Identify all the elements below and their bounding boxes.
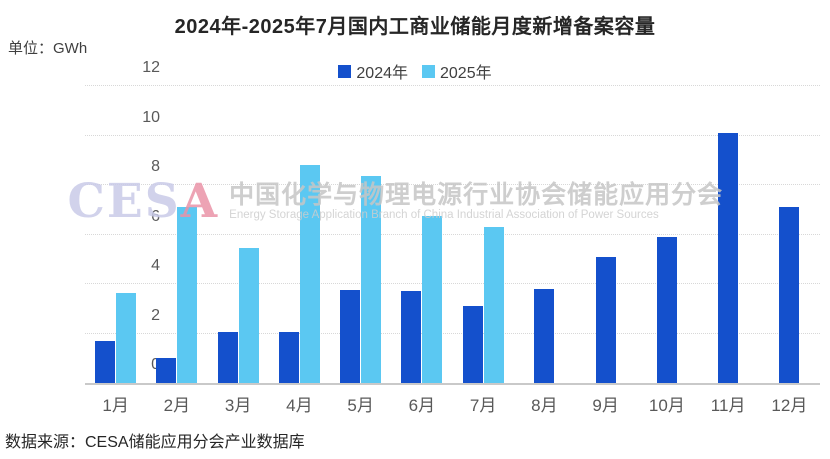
- bar-group-11月: [698, 86, 759, 383]
- bar-2025年-6月: [422, 215, 443, 383]
- legend-item-2024: 2024年: [338, 59, 408, 83]
- bar-2025年-5月: [361, 176, 382, 383]
- x-axis-label-3月: 3月: [224, 396, 252, 415]
- bar-2024年-7月: [462, 306, 483, 383]
- plot-area: 0 2 4 6 8 10 12: [85, 59, 820, 385]
- x-axis-label-12月: 12月: [771, 396, 808, 415]
- x-axis-label-6月: 6月: [408, 396, 436, 415]
- x-axis-label-11月: 11月: [710, 396, 746, 415]
- bar-group-5月: [330, 86, 391, 383]
- bar-2025年-3月: [238, 248, 259, 383]
- x-axis-label-8月: 8月: [531, 396, 558, 415]
- x-axis-label-9月: 9月: [592, 396, 619, 415]
- bar-2024年-2月: [156, 358, 177, 383]
- bar-2025年-4月: [299, 165, 320, 383]
- bar-2024年-6月: [401, 291, 422, 383]
- gridline-y6: [85, 233, 820, 235]
- y-axis-label-4: 4: [151, 257, 160, 274]
- legend: 2024年 2025年: [0, 59, 830, 83]
- y-axis-label-8: 8: [151, 158, 160, 175]
- x-axis-label-7月: 7月: [469, 396, 497, 415]
- legend-swatch-2024: [338, 64, 352, 78]
- y-axis-label-12: 12: [142, 59, 160, 76]
- source-text: 数据来源：CESA储能应用分会产业数据库: [5, 434, 305, 451]
- bar-group-6月: [391, 86, 452, 383]
- x-axis-label-5月: 5月: [347, 396, 374, 415]
- gridline-y12: [85, 85, 820, 86]
- legend-item-2025: 2025年: [422, 59, 492, 83]
- bar-groups: [85, 86, 820, 383]
- x-axis-label-1月: 1月: [102, 396, 129, 415]
- y-axis-label-6: 6: [151, 207, 160, 225]
- y-axis-label-0: 0: [85, 356, 160, 374]
- bar-2024年-5月: [340, 290, 361, 383]
- bar-2024年-3月: [217, 332, 238, 383]
- bar-2025年-7月: [483, 227, 504, 383]
- bar-group-2月: [146, 86, 207, 383]
- bar-group-7月: [453, 86, 514, 383]
- bar-group-8月: [514, 86, 575, 383]
- x-axis-label-10月: 10月: [648, 396, 685, 415]
- bar-2024年-12月: [779, 207, 800, 383]
- x-axis-label-4月: 4月: [286, 396, 313, 415]
- bar-2024年-10月: [656, 236, 677, 383]
- gridline-y8: [85, 184, 820, 185]
- gridline-y10: [85, 134, 820, 136]
- y-axis-label-2: 2: [151, 306, 160, 324]
- bar-2024年-11月: [718, 133, 739, 383]
- gridline-y4: [85, 283, 820, 284]
- gridline-y2: [85, 332, 820, 334]
- x-axis-label-2月: 2月: [163, 396, 191, 415]
- chart-title: 2024年-2025年7月国内工商业储能月度新增备案容量: [174, 16, 656, 38]
- unit-label: 单位：GWh: [8, 40, 88, 57]
- bar-group-1月: [85, 86, 146, 383]
- legend-label-2024: 2024年: [356, 65, 408, 82]
- bar-2024年-9月: [595, 256, 616, 383]
- bar-group-4月: [269, 86, 330, 383]
- bar-group-10月: [636, 86, 697, 383]
- x-axis-labels: 1月 2月 3月 4月 5月 6月 7月 8月 9月 10月 11月 12月: [85, 391, 820, 416]
- bar-2024年-1月: [95, 340, 116, 383]
- legend-label-2025: 2025年: [440, 65, 492, 82]
- y-axis-label-10: 10: [142, 108, 160, 126]
- bar-2025年-2月: [177, 207, 198, 383]
- bar-2025年-1月: [116, 292, 137, 383]
- bar-2024年-8月: [534, 288, 555, 383]
- bar-group-3月: [208, 86, 269, 383]
- legend-swatch-2025: [422, 64, 435, 78]
- bar-group-9月: [575, 86, 636, 383]
- bar-group-12月: [759, 86, 820, 383]
- bar-2024年-4月: [278, 332, 299, 383]
